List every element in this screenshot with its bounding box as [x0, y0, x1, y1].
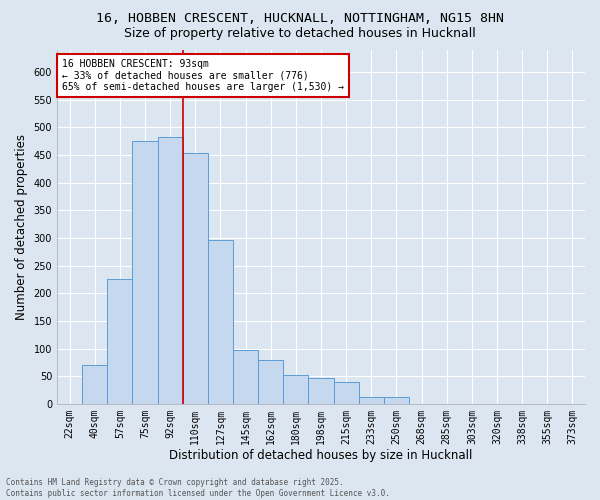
- Bar: [208, 240, 233, 404]
- Bar: [283, 374, 308, 404]
- Bar: [107, 280, 133, 404]
- Bar: [82, 365, 107, 404]
- Bar: [233, 350, 258, 404]
- Bar: [258, 360, 283, 404]
- Bar: [183, 154, 208, 404]
- Bar: [133, 141, 158, 404]
- Text: Contains HM Land Registry data © Crown copyright and database right 2025.
Contai: Contains HM Land Registry data © Crown c…: [6, 478, 390, 498]
- Text: 16, HOBBEN CRESCENT, HUCKNALL, NOTTINGHAM, NG15 8HN: 16, HOBBEN CRESCENT, HUCKNALL, NOTTINGHA…: [96, 12, 504, 26]
- Y-axis label: Number of detached properties: Number of detached properties: [15, 134, 28, 320]
- Text: Size of property relative to detached houses in Hucknall: Size of property relative to detached ho…: [124, 28, 476, 40]
- Bar: [384, 397, 409, 404]
- Text: 16 HOBBEN CRESCENT: 93sqm
← 33% of detached houses are smaller (776)
65% of semi: 16 HOBBEN CRESCENT: 93sqm ← 33% of detac…: [62, 59, 344, 92]
- X-axis label: Distribution of detached houses by size in Hucknall: Distribution of detached houses by size …: [169, 450, 473, 462]
- Bar: [359, 397, 384, 404]
- Bar: [158, 137, 183, 404]
- Bar: [308, 378, 334, 404]
- Bar: [334, 382, 359, 404]
